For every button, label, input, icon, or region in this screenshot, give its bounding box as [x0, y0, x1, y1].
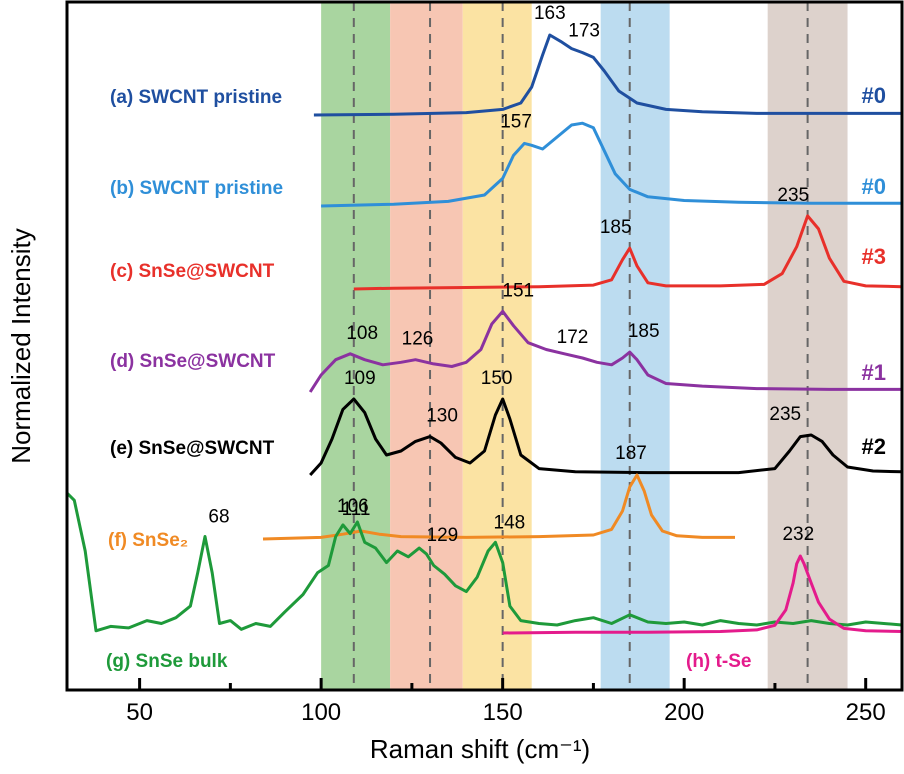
peak-label: 106	[337, 496, 369, 517]
sample-tag: #0	[862, 174, 886, 199]
curve-name: (f) SnSe₂	[108, 530, 188, 551]
spectrum-line	[309, 397, 903, 477]
x-tick-label: 150	[483, 699, 523, 726]
highlight-band	[390, 2, 463, 690]
peak-label: 130	[426, 406, 458, 427]
curve-name: (d) SnSe@SWCNT	[110, 351, 276, 372]
highlight-band	[600, 2, 670, 690]
peak-label: 172	[557, 327, 589, 348]
peak-label: 185	[628, 321, 660, 342]
spectrum-line	[502, 554, 903, 635]
curve-name: (a) SWCNT pristine	[110, 87, 282, 108]
x-tick-label: 100	[301, 699, 341, 726]
curve-name: (c) SnSe@SWCNT	[110, 261, 275, 282]
reference-lines	[352, 2, 809, 690]
peak-label: 187	[615, 443, 647, 464]
x-axis-title: Raman shift (cm⁻¹)	[370, 734, 590, 764]
curve-name: (e) SnSe@SWCNT	[110, 438, 275, 459]
peak-label: 108	[346, 323, 378, 344]
sample-tag: #3	[862, 244, 886, 269]
curve-name: (g) SnSe bulk	[106, 651, 228, 672]
x-tick-label: 200	[664, 699, 704, 726]
curve-name: (h) t-Se	[686, 651, 751, 672]
peak-label: 150	[481, 368, 513, 389]
highlight-band	[462, 2, 532, 690]
peak-label: 235	[769, 404, 801, 425]
x-tick-label: 250	[846, 699, 886, 726]
peak-label: 157	[500, 111, 532, 132]
curve-name: (b) SWCNT pristine	[110, 178, 283, 199]
spectrum-line	[321, 121, 902, 208]
spectrum-line	[308, 309, 902, 393]
plot-frame	[65, 0, 904, 692]
peak-label: 148	[494, 512, 526, 533]
peak-label: 151	[502, 280, 534, 301]
x-axis-ticks: 50 100 150 200 250	[126, 678, 886, 726]
peak-label: 111	[342, 499, 371, 520]
sample-tag: #0	[862, 83, 886, 108]
spectrum-line	[353, 214, 903, 291]
spectra-curves	[65, 33, 903, 635]
peak-label: 68	[208, 507, 229, 528]
sample-tag: #1	[862, 360, 886, 385]
peak-label: 126	[402, 329, 434, 350]
peak-label: 185	[600, 217, 632, 238]
spectrum-line	[65, 491, 903, 633]
peak-label: 235	[777, 185, 809, 206]
sample-tag: #2	[862, 434, 886, 459]
peak-label: 173	[568, 21, 600, 42]
peak-label: 129	[427, 525, 459, 546]
curve-labels: (a) SWCNT pristine #0 (b) SWCNT pristine #0…	[106, 83, 886, 672]
peak-label: 232	[782, 524, 814, 545]
y-axis-title: Normalized Intensity	[6, 228, 36, 464]
spectrum-line	[313, 33, 902, 117]
peak-label: 109	[344, 368, 376, 389]
peak-label: 163	[534, 3, 566, 24]
x-tick-label: 50	[126, 699, 153, 726]
highlight-band	[321, 2, 391, 690]
